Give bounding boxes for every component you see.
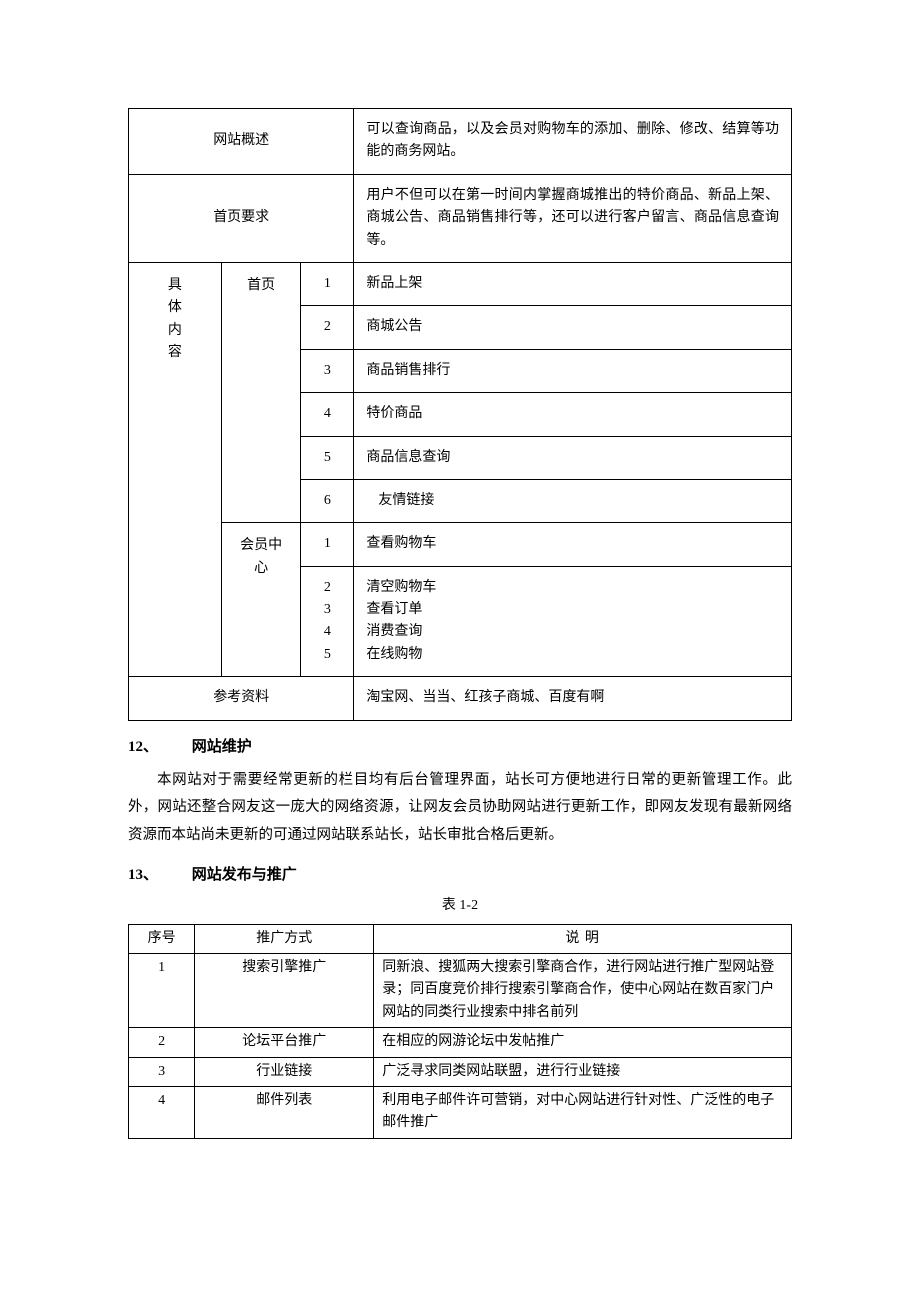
item-num: 6 xyxy=(301,479,354,522)
cell-method: 搜索引擎推广 xyxy=(195,954,374,1028)
table-row: 2 论坛平台推广 在相应的网游论坛中发帖推广 xyxy=(129,1028,792,1057)
item-text: 友情链接 xyxy=(354,479,792,522)
cell-method: 论坛平台推广 xyxy=(195,1028,374,1057)
detail-char: 具 xyxy=(141,275,209,297)
cell-num: 2 xyxy=(129,1028,195,1057)
detail-char: 内 xyxy=(141,320,209,342)
table2-caption: 表 1-2 xyxy=(128,895,792,917)
table-row: 4 邮件列表 利用电子邮件许可营销，对中心网站进行针对性、广泛性的电子邮件推广 xyxy=(129,1087,792,1139)
heading-title: 网站发布与推广 xyxy=(192,867,297,883)
detail-label-vertical: 具 体 内 容 xyxy=(141,275,209,365)
row-overview-label: 网站概述 xyxy=(129,109,354,175)
detail-char: 体 xyxy=(141,297,209,319)
item-text: 查看订单 xyxy=(366,599,779,621)
item-text: 商品销售排行 xyxy=(354,349,792,392)
item-num: 1 xyxy=(301,262,354,305)
col-header: 说 明 xyxy=(374,924,792,953)
item-text: 查看购物车 xyxy=(354,523,792,566)
item-num: 5 xyxy=(313,644,341,666)
item-num: 5 xyxy=(301,436,354,479)
item-num: 3 xyxy=(313,599,341,621)
section12-paragraph: 本网站对于需要经常更新的栏目均有后台管理界面，站长可方便地进行日常的更新管理工作… xyxy=(128,767,792,850)
row-overview-value: 可以查询商品，以及会员对购物车的添加、删除、修改、结算等功能的商务网站。 xyxy=(354,109,792,175)
detail-label-cell: 具 体 内 容 xyxy=(129,262,222,676)
item-num: 4 xyxy=(313,621,341,643)
cell-num: 3 xyxy=(129,1057,195,1086)
item-text: 商城公告 xyxy=(354,306,792,349)
item-text: 商品信息查询 xyxy=(354,436,792,479)
row-reference-label: 参考资料 xyxy=(129,677,354,720)
heading-num: 12、 xyxy=(128,735,188,759)
heading-num: 13、 xyxy=(128,863,188,887)
item-text: 新品上架 xyxy=(354,262,792,305)
cell-desc: 同新浪、搜狐两大搜索引擎商合作，进行网站进行推广型网站登录；同百度竞价排行搜索引… xyxy=(374,954,792,1028)
heading-title: 网站维护 xyxy=(192,739,252,755)
cell-desc: 利用电子邮件许可营销，对中心网站进行针对性、广泛性的电子邮件推广 xyxy=(374,1087,792,1139)
row-reference-value: 淘宝网、当当、红孩子商城、百度有啊 xyxy=(354,677,792,720)
heading-13: 13、 网站发布与推广 xyxy=(128,863,792,887)
row-homepage-req-label: 首页要求 xyxy=(129,174,354,262)
item-text: 消费查询 xyxy=(366,621,779,643)
section-member-label: 会员中心 xyxy=(221,523,301,677)
table-header-row: 序号 推广方式 说 明 xyxy=(129,924,792,953)
promotion-table: 序号 推广方式 说 明 1 搜索引擎推广 同新浪、搜狐两大搜索引擎商合作，进行网… xyxy=(128,924,792,1139)
item-num: 4 xyxy=(301,393,354,436)
item-text: 特价商品 xyxy=(354,393,792,436)
site-spec-table: 网站概述 可以查询商品，以及会员对购物车的添加、删除、修改、结算等功能的商务网站… xyxy=(128,108,792,721)
item-num: 3 xyxy=(301,349,354,392)
cell-desc: 广泛寻求同类网站联盟，进行行业链接 xyxy=(374,1057,792,1086)
table-row: 1 搜索引擎推广 同新浪、搜狐两大搜索引擎商合作，进行网站进行推广型网站登录；同… xyxy=(129,954,792,1028)
cell-method: 邮件列表 xyxy=(195,1087,374,1139)
member-rest-nums: 2 3 4 5 xyxy=(301,566,354,677)
section-homepage-label: 首页 xyxy=(221,262,301,522)
col-header: 推广方式 xyxy=(195,924,374,953)
detail-char: 容 xyxy=(141,342,209,364)
cell-num: 1 xyxy=(129,954,195,1028)
item-text: 清空购物车 xyxy=(366,577,779,599)
page: 网站概述 可以查询商品，以及会员对购物车的添加、删除、修改、结算等功能的商务网站… xyxy=(0,0,920,1199)
table-row: 3 行业链接 广泛寻求同类网站联盟，进行行业链接 xyxy=(129,1057,792,1086)
cell-method: 行业链接 xyxy=(195,1057,374,1086)
row-homepage-req-value: 用户不但可以在第一时间内掌握商城推出的特价商品、新品上架、商城公告、商品销售排行… xyxy=(354,174,792,262)
heading-12: 12、 网站维护 xyxy=(128,735,792,759)
item-text: 在线购物 xyxy=(366,644,779,666)
item-num: 2 xyxy=(313,577,341,599)
cell-num: 4 xyxy=(129,1087,195,1139)
item-num: 2 xyxy=(301,306,354,349)
item-num: 1 xyxy=(301,523,354,566)
member-rest-texts: 清空购物车 查看订单 消费查询 在线购物 xyxy=(354,566,792,677)
col-header: 序号 xyxy=(129,924,195,953)
cell-desc: 在相应的网游论坛中发帖推广 xyxy=(374,1028,792,1057)
